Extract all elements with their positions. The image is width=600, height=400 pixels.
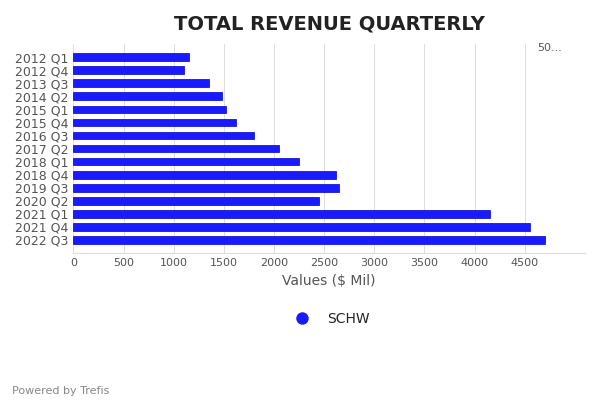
Title: TOTAL REVENUE QUARTERLY: TOTAL REVENUE QUARTERLY: [174, 15, 485, 34]
Bar: [73, 132, 254, 140]
Bar: [73, 197, 319, 204]
Bar: [73, 236, 545, 244]
Bar: [73, 66, 184, 74]
Legend: SCHW: SCHW: [283, 306, 376, 331]
Bar: [73, 171, 336, 178]
Bar: [73, 106, 226, 113]
X-axis label: Values ($ Mil): Values ($ Mil): [283, 274, 376, 288]
Bar: [73, 158, 299, 166]
Bar: [73, 54, 189, 61]
Bar: [73, 118, 236, 126]
Bar: [73, 80, 209, 87]
Bar: [73, 184, 339, 192]
Text: Powered by Trefis: Powered by Trefis: [12, 386, 109, 396]
Bar: [73, 210, 490, 218]
Bar: [73, 92, 222, 100]
Bar: [73, 145, 279, 152]
Bar: [73, 223, 530, 231]
Text: 50...: 50...: [537, 43, 562, 53]
